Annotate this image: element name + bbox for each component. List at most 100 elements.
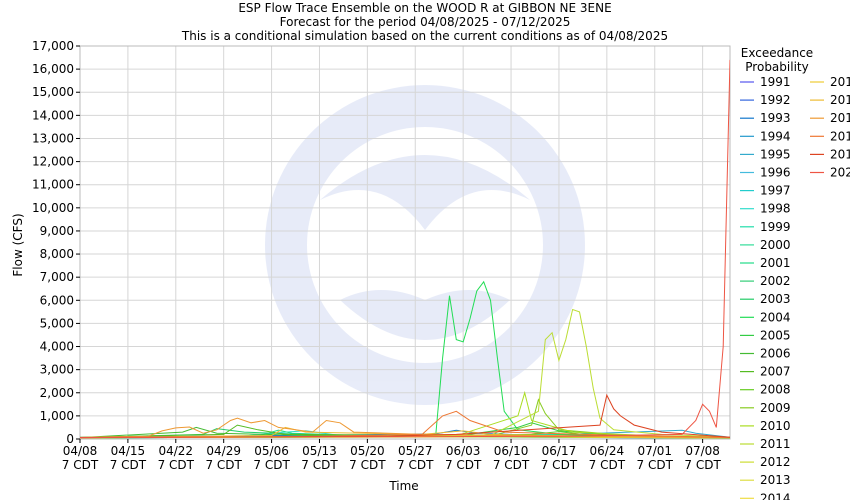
axes <box>76 45 731 443</box>
legend-label: 1996 <box>760 166 791 180</box>
legend-item-1998: 1998 <box>740 202 791 216</box>
legend-label: 1997 <box>760 184 791 198</box>
legend-item-2002: 2002 <box>740 274 791 288</box>
legend-item-2020: 2020 <box>810 166 850 180</box>
legend-item-2011: 2011 <box>740 437 791 451</box>
legend-item-2008: 2008 <box>740 383 791 397</box>
series-line-2017 <box>80 417 730 439</box>
legend-label: 1999 <box>760 220 791 234</box>
x-tick-sublabel: 7 CDT <box>493 458 530 472</box>
x-tick-label: 04/08 <box>63 444 98 458</box>
legend-item-2013: 2013 <box>740 473 791 487</box>
x-tick-label: 04/22 <box>158 444 193 458</box>
x-tick-sublabel: 7 CDT <box>158 458 195 472</box>
legend-label: 2010 <box>760 419 791 433</box>
legend-item-2005: 2005 <box>740 328 791 342</box>
y-tick-label: 12,000 <box>32 155 74 169</box>
x-tick-sublabel: 7 CDT <box>397 458 434 472</box>
legend-label: 2000 <box>760 238 791 252</box>
legend-item-2019: 2019 <box>810 147 850 161</box>
x-tick-sublabel: 7 CDT <box>301 458 338 472</box>
legend-label: 1998 <box>760 202 791 216</box>
legend-label: 2001 <box>760 256 791 270</box>
legend-label: 2013 <box>760 473 791 487</box>
x-tick-sublabel: 7 CDT <box>445 458 482 472</box>
x-tick-sublabel: 7 CDT <box>589 458 626 472</box>
legend-item-1997: 1997 <box>740 184 791 198</box>
legend-item-2018: 2018 <box>810 129 850 143</box>
x-tick-sublabel: 7 CDT <box>253 458 290 472</box>
legend-label: 2020 <box>830 166 850 180</box>
legend-label: 2011 <box>760 437 791 451</box>
legend-title: Probability <box>745 60 808 74</box>
y-tick-label: 9,000 <box>40 224 74 238</box>
x-tick-sublabel: 7 CDT <box>110 458 147 472</box>
legend-item-1993: 1993 <box>740 111 791 125</box>
legend-label: 2002 <box>760 274 791 288</box>
y-tick-label: 10,000 <box>32 201 74 215</box>
y-tick-label: 5,000 <box>40 316 74 330</box>
legend-item-2017: 2017 <box>810 111 850 125</box>
legend-item-2001: 2001 <box>740 256 791 270</box>
x-tick-label: 04/29 <box>206 444 241 458</box>
y-tick-label: 14,000 <box>32 108 74 122</box>
legend-item-2009: 2009 <box>740 401 791 415</box>
y-tick-label: 0 <box>66 432 74 446</box>
chart-title-line-1: ESP Flow Trace Ensemble on the WOOD R at… <box>238 1 611 15</box>
legend-item-2016: 2016 <box>810 93 850 107</box>
x-tick-sublabel: 7 CDT <box>349 458 386 472</box>
legend-label: 1993 <box>760 111 791 125</box>
legend-item-2007: 2007 <box>740 365 791 379</box>
legend-label: 2016 <box>830 93 850 107</box>
y-tick-label: 11,000 <box>32 178 74 192</box>
legend-item-2006: 2006 <box>740 347 791 361</box>
x-axis-label: Time <box>388 479 418 493</box>
x-tick-label: 05/13 <box>302 444 337 458</box>
y-tick-label: 16,000 <box>32 62 74 76</box>
legend-label: 2017 <box>830 111 850 125</box>
legend-label: 1994 <box>760 129 791 143</box>
series-lines <box>80 59 730 439</box>
legend-item-2015: 2015 <box>810 75 850 89</box>
y-tick-label: 15,000 <box>32 85 74 99</box>
x-tick-label: 06/10 <box>494 444 529 458</box>
legend-item-1999: 1999 <box>740 220 791 234</box>
legend-label: 2008 <box>760 383 791 397</box>
x-tick-label: 05/27 <box>398 444 433 458</box>
y-tick-labels: 0 1,000 2,000 3,000 4,000 5,000 6,000 7,000 8,00… <box>32 39 74 446</box>
legend-label: 2014 <box>760 491 791 500</box>
legend-item-2004: 2004 <box>740 310 791 324</box>
x-tick-sublabel: 7 CDT <box>637 458 674 472</box>
legend-item-1992: 1992 <box>740 93 791 107</box>
legend-label: 2007 <box>760 365 791 379</box>
legend-item-2003: 2003 <box>740 292 791 306</box>
x-tick-label: 05/20 <box>350 444 385 458</box>
legend-item-1994: 1994 <box>740 129 791 143</box>
x-tick-sublabel: 7 CDT <box>62 458 99 472</box>
legend-label: 2003 <box>760 292 791 306</box>
y-tick-label: 17,000 <box>32 39 74 53</box>
chart-title-line-3: This is a conditional simulation based o… <box>181 29 668 43</box>
plot-frame <box>79 45 731 440</box>
x-tick-label: 06/03 <box>446 444 481 458</box>
grid-lines <box>79 45 730 440</box>
legend-item-2012: 2012 <box>740 455 791 469</box>
legend-label: 2018 <box>830 129 850 143</box>
x-tick-label: 06/24 <box>590 444 625 458</box>
series-line-2018 <box>80 410 730 439</box>
y-tick-label: 7,000 <box>40 270 74 284</box>
legend-label: 2006 <box>760 347 791 361</box>
y-tick-label: 3,000 <box>40 363 74 377</box>
x-tick-sublabel: 7 CDT <box>205 458 242 472</box>
x-tick-label: 06/17 <box>542 444 577 458</box>
legend-item-1996: 1996 <box>740 166 791 180</box>
legend-item-2010: 2010 <box>740 419 791 433</box>
chart-title-line-2: Forecast for the period 04/08/2025 - 07/… <box>280 15 571 29</box>
y-tick-label: 2,000 <box>40 386 74 400</box>
legend-title: Exceedance <box>741 46 813 60</box>
legend-item-2000: 2000 <box>740 238 791 252</box>
x-tick-label: 07/08 <box>685 444 720 458</box>
legend-label: 1995 <box>760 147 791 161</box>
